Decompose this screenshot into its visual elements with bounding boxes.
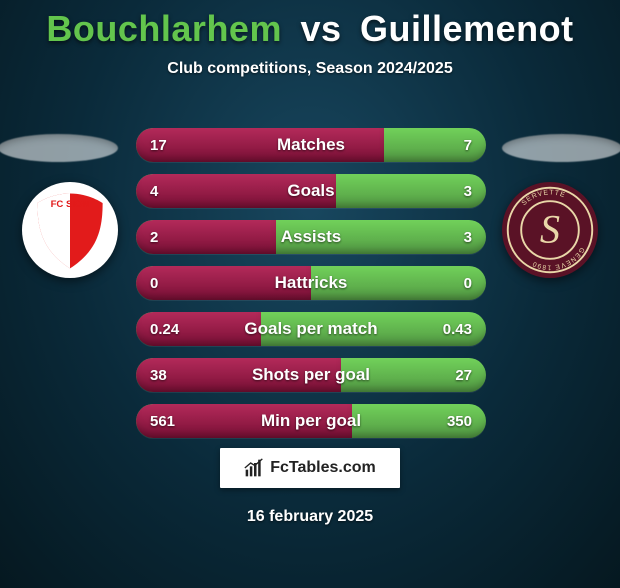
- club-logo-right: S SERVETTE GENEVE 1890: [502, 182, 598, 278]
- stat-value-right: 27: [455, 358, 472, 392]
- stat-bar-left-fill: [136, 174, 336, 208]
- stat-value-left: 17: [150, 128, 167, 162]
- stat-value-right: 0: [464, 266, 472, 300]
- vs-separator: vs: [300, 8, 341, 49]
- player1-pedestal: [0, 134, 118, 162]
- stat-bar: 0Hattricks0: [136, 266, 486, 300]
- stat-value-left: 38: [150, 358, 167, 392]
- stat-bar: 561Min per goal350: [136, 404, 486, 438]
- site-watermark: FcTables.com: [220, 448, 400, 488]
- stat-value-right: 3: [464, 174, 472, 208]
- player2-pedestal: [502, 134, 620, 162]
- stat-value-right: 3: [464, 220, 472, 254]
- stat-bar: 17Matches7: [136, 128, 486, 162]
- stat-value-right: 0.43: [443, 312, 472, 346]
- player1-name: Bouchlarhem: [46, 8, 282, 49]
- stat-value-left: 4: [150, 174, 158, 208]
- chart-icon: [244, 458, 264, 478]
- player2-name: Guillemenot: [360, 8, 574, 49]
- stat-value-left: 561: [150, 404, 175, 438]
- stat-value-right: 7: [464, 128, 472, 162]
- site-name: FcTables.com: [270, 459, 376, 477]
- stat-value-right: 350: [447, 404, 472, 438]
- stat-value-left: 0.24: [150, 312, 179, 346]
- svg-text:S: S: [540, 206, 560, 251]
- svg-text:FC SION: FC SION: [51, 199, 90, 210]
- stat-bar: 38Shots per goal27: [136, 358, 486, 392]
- stat-bars-container: 17Matches7 4Goals3 2Assists3 0Hattricks0 0.2…: [136, 128, 486, 450]
- stat-bar-left-fill: [136, 266, 311, 300]
- stat-bar-left-fill: [136, 128, 384, 162]
- stat-value-left: 2: [150, 220, 158, 254]
- stat-value-left: 0: [150, 266, 158, 300]
- subtitle: Club competitions, Season 2024/2025: [0, 60, 620, 78]
- stat-bar: 0.24Goals per match0.43: [136, 312, 486, 346]
- club-logo-left: FC SION: [22, 182, 118, 278]
- date-label: 16 february 2025: [0, 508, 620, 526]
- stat-bar: 2Assists3: [136, 220, 486, 254]
- comparison-title: Bouchlarhem vs Guillemenot: [0, 8, 620, 50]
- stat-bar: 4Goals3: [136, 174, 486, 208]
